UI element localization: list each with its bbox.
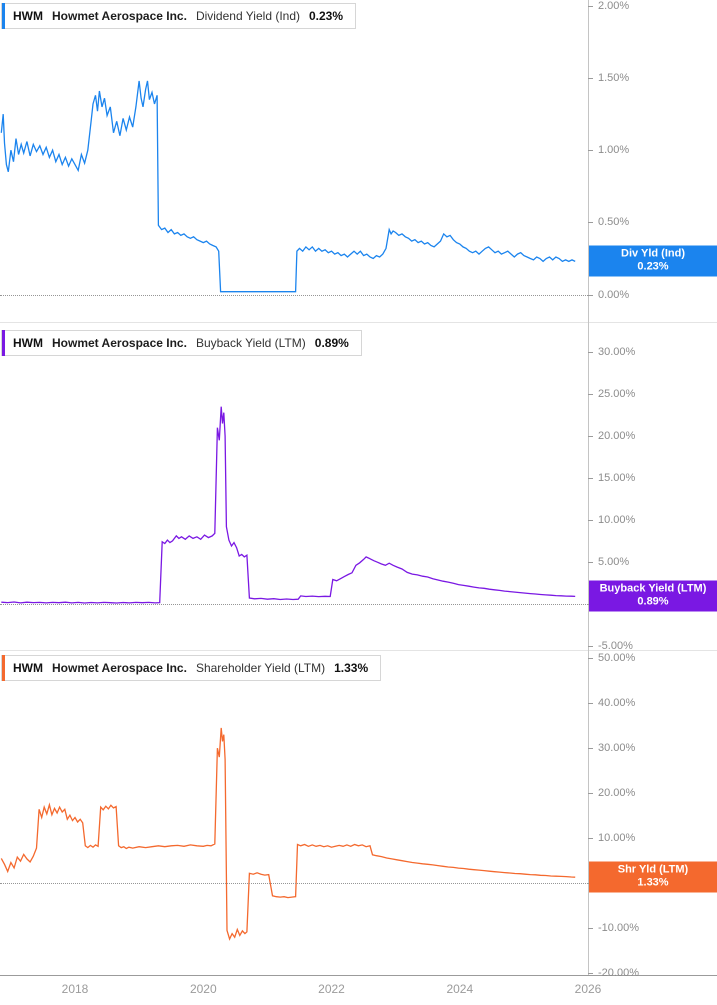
x-tick-label: 2020 [189, 982, 217, 996]
x-tick-label: 2018 [61, 982, 89, 996]
ticker-symbol: HWM [13, 9, 43, 23]
y-tick-mark [588, 436, 593, 438]
panel-separator [0, 650, 717, 651]
metric-value: 1.33% [334, 661, 369, 675]
y-tick-mark [588, 561, 593, 563]
badge-metric-value: 1.33% [637, 876, 669, 889]
series-line [1, 406, 576, 604]
y-axis-line [588, 0, 589, 975]
y-tick-label: 5.00% [598, 555, 630, 568]
y-tick-mark [588, 478, 593, 479]
panel-buyback-yield: HWM Howmet Aerospace Inc. Buyback Yield … [0, 322, 588, 650]
legend-buyback-yield[interactable]: HWM Howmet Aerospace Inc. Buyback Yield … [1, 330, 362, 356]
y-tick-label: 2.00% [598, 0, 630, 12]
metric-value: 0.23% [309, 9, 344, 23]
ticker-symbol: HWM [13, 661, 43, 675]
metric-name: Dividend Yield (Ind) [195, 9, 300, 23]
y-tick-label: 30.00% [598, 346, 636, 359]
legend-dividend-yield[interactable]: HWM Howmet Aerospace Inc. Dividend Yield… [1, 3, 357, 29]
ticker-symbol: HWM [13, 336, 43, 350]
company-name: Howmet Aerospace Inc. [52, 9, 187, 23]
company-name: Howmet Aerospace Inc. [52, 336, 187, 350]
badge-metric-label: Shr Yld (LTM) [617, 863, 689, 876]
y-tick-label: 25.00% [598, 388, 636, 401]
badge-metric-value: 0.23% [637, 260, 669, 273]
legend-shareholder-yield[interactable]: HWM Howmet Aerospace Inc. Shareholder Yi… [1, 655, 382, 681]
y-tick-label: 0.00% [598, 288, 630, 301]
y-tick-mark [588, 222, 593, 224]
y-tick-label: 30.00% [598, 742, 636, 755]
badge-metric-label: Div Yld (Ind) [621, 247, 685, 260]
y-tick-label: 40.00% [598, 697, 636, 710]
y-tick-mark [588, 838, 593, 840]
y-tick-mark [588, 150, 593, 152]
panel-dividend-yield: HWM Howmet Aerospace Inc. Dividend Yield… [0, 0, 588, 322]
y-tick-mark [588, 748, 593, 750]
y-tick-label: 50.00% [598, 652, 636, 665]
y-tick-label: -20.00% [598, 967, 639, 980]
x-tick-label: 2024 [446, 982, 474, 996]
y-tick-mark [588, 294, 593, 296]
badge-metric-value: 0.89% [637, 595, 669, 608]
series-line [0, 727, 576, 941]
shareholder-yield-line-chart[interactable] [0, 650, 588, 975]
series-color-bar [2, 330, 5, 356]
y-tick-label: -10.00% [598, 922, 639, 935]
y-tick-mark [588, 703, 593, 705]
y-tick-mark [588, 658, 593, 660]
y-tick-mark [588, 520, 593, 521]
series-color-bar [2, 3, 5, 29]
y-tick-mark [588, 5, 593, 7]
panel-separator [0, 322, 717, 323]
y-tick-label: 1.00% [598, 144, 630, 157]
zero-line [0, 603, 588, 605]
x-tick-label: 2026 [574, 982, 602, 996]
y-tick-mark [588, 793, 593, 795]
zero-line [0, 294, 588, 296]
y-tick-mark [588, 352, 593, 354]
x-tick-label: 2022 [318, 982, 345, 996]
buyback-yield-line-chart[interactable] [0, 322, 588, 650]
metric-name: Buyback Yield (LTM) [195, 336, 306, 350]
x-axis-line [0, 975, 717, 976]
y-tick-label: 20.00% [598, 787, 636, 800]
y-tick-label: 0.50% [598, 216, 630, 229]
y-tick-label: 10.00% [598, 514, 636, 526]
y-tick-label: 1.50% [598, 72, 630, 84]
panel-shareholder-yield: HWM Howmet Aerospace Inc. Shareholder Yi… [0, 650, 588, 975]
y-tick-mark [588, 78, 593, 79]
last-value-badge-shr-yld: Shr Yld (LTM) 1.33% [589, 861, 717, 893]
badge-metric-label: Buyback Yield (LTM) [599, 582, 707, 595]
company-name: Howmet Aerospace Inc. [52, 661, 187, 675]
y-tick-mark [588, 928, 593, 930]
y-tick-mark [588, 645, 593, 647]
series-line [0, 80, 576, 293]
dividend-yield-line-chart[interactable] [0, 0, 588, 322]
y-tick-label: 10.00% [598, 832, 636, 845]
y-tick-mark [588, 394, 593, 396]
y-tick-label: 15.00% [598, 472, 636, 484]
zero-line [0, 883, 588, 885]
series-color-bar [2, 655, 5, 681]
y-tick-mark [588, 973, 593, 975]
metric-name: Shareholder Yield (LTM) [195, 661, 326, 675]
metric-value: 0.89% [314, 336, 349, 350]
y-tick-label: 20.00% [598, 430, 636, 443]
y-tick-label: -5.00% [598, 639, 633, 652]
last-value-badge-buyback-yield: Buyback Yield (LTM) 0.89% [589, 580, 717, 612]
last-value-badge-div-yld: Div Yld (Ind) 0.23% [589, 245, 717, 277]
